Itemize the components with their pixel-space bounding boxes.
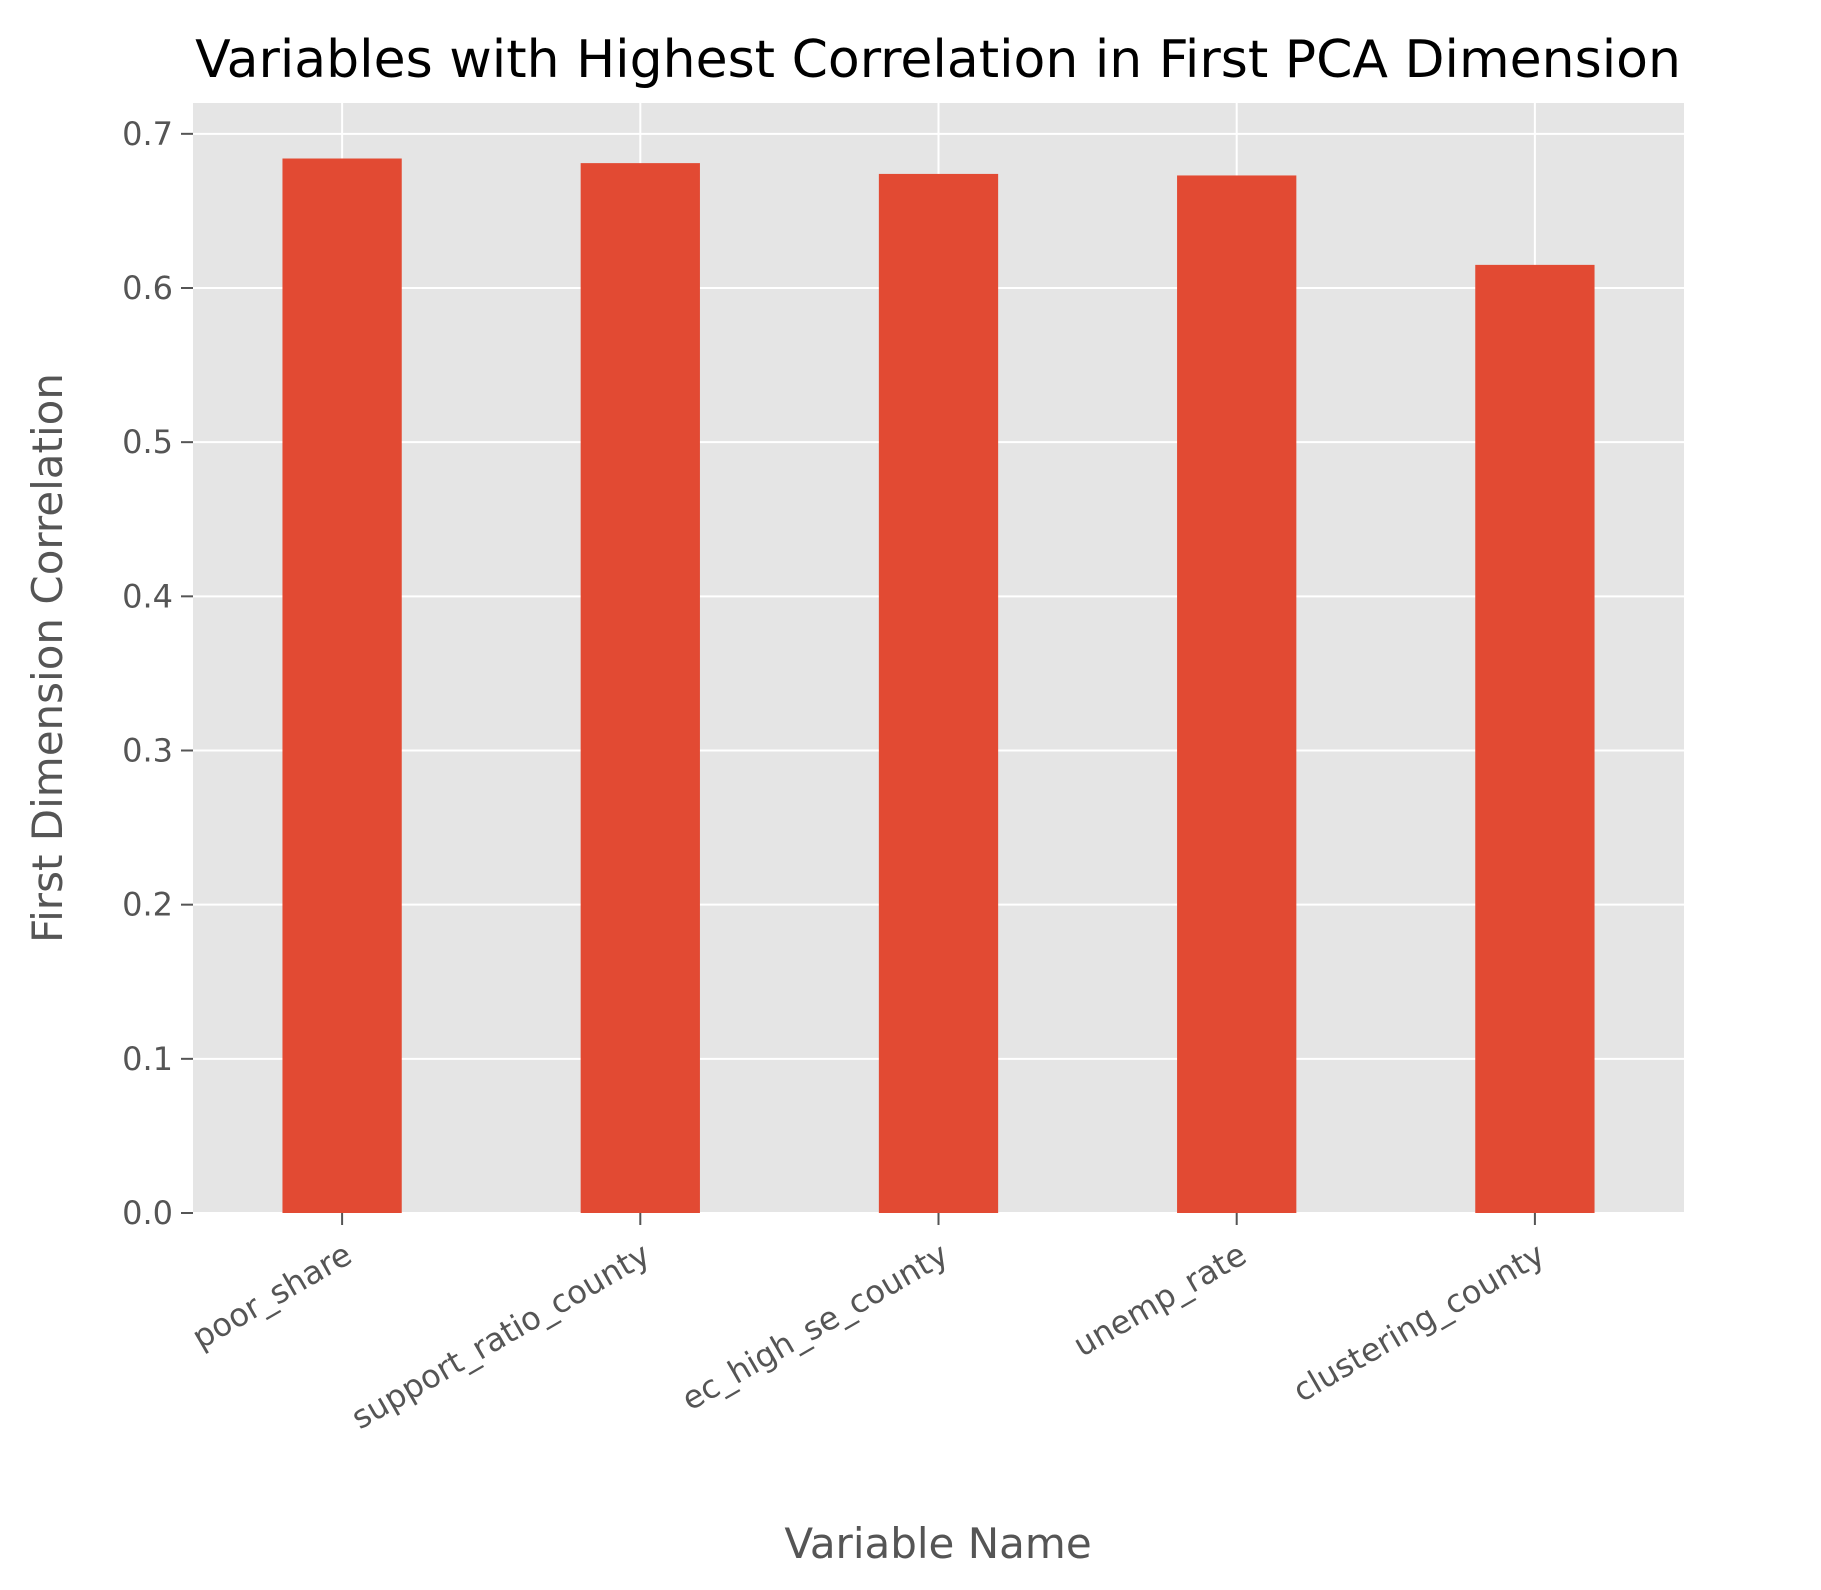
x-tick-label: poor_share xyxy=(186,1235,359,1357)
y-tick-label: 0.2 xyxy=(122,886,173,924)
y-tick-label: 0.1 xyxy=(122,1040,173,1078)
x-tick-label: ec_high_se_county xyxy=(675,1235,954,1418)
x-axis-label: Variable Name xyxy=(784,1519,1091,1568)
y-axis-label: First Dimension Correlation xyxy=(23,373,72,943)
x-tick-label: support_ratio_county xyxy=(345,1235,657,1437)
chart-title: Variables with Highest Correlation in Fi… xyxy=(195,30,1681,90)
bar-poor_share xyxy=(282,158,402,1213)
bar-unemp_rate xyxy=(1177,175,1297,1213)
y-tick-label: 0.5 xyxy=(122,423,173,461)
bars xyxy=(282,158,1595,1214)
y-tick-label: 0.6 xyxy=(122,269,173,307)
y-tick-label: 0.7 xyxy=(122,115,173,153)
y-tick-label: 0.3 xyxy=(122,732,173,770)
y-tick-label: 0.4 xyxy=(122,577,173,615)
bar-clustering_county xyxy=(1475,264,1595,1213)
bar-support_ratio_county xyxy=(580,163,700,1213)
y-tick-label: 0.0 xyxy=(122,1194,173,1232)
bar-ec_high_se_county xyxy=(878,173,999,1214)
x-tick-label: clustering_county xyxy=(1286,1235,1551,1410)
x-tick-label: unemp_rate xyxy=(1067,1235,1253,1364)
y-axis-ticks: 0.0 0.1 0.2 0.3 0.4 0.5 0.6 0.7 xyxy=(122,115,193,1232)
